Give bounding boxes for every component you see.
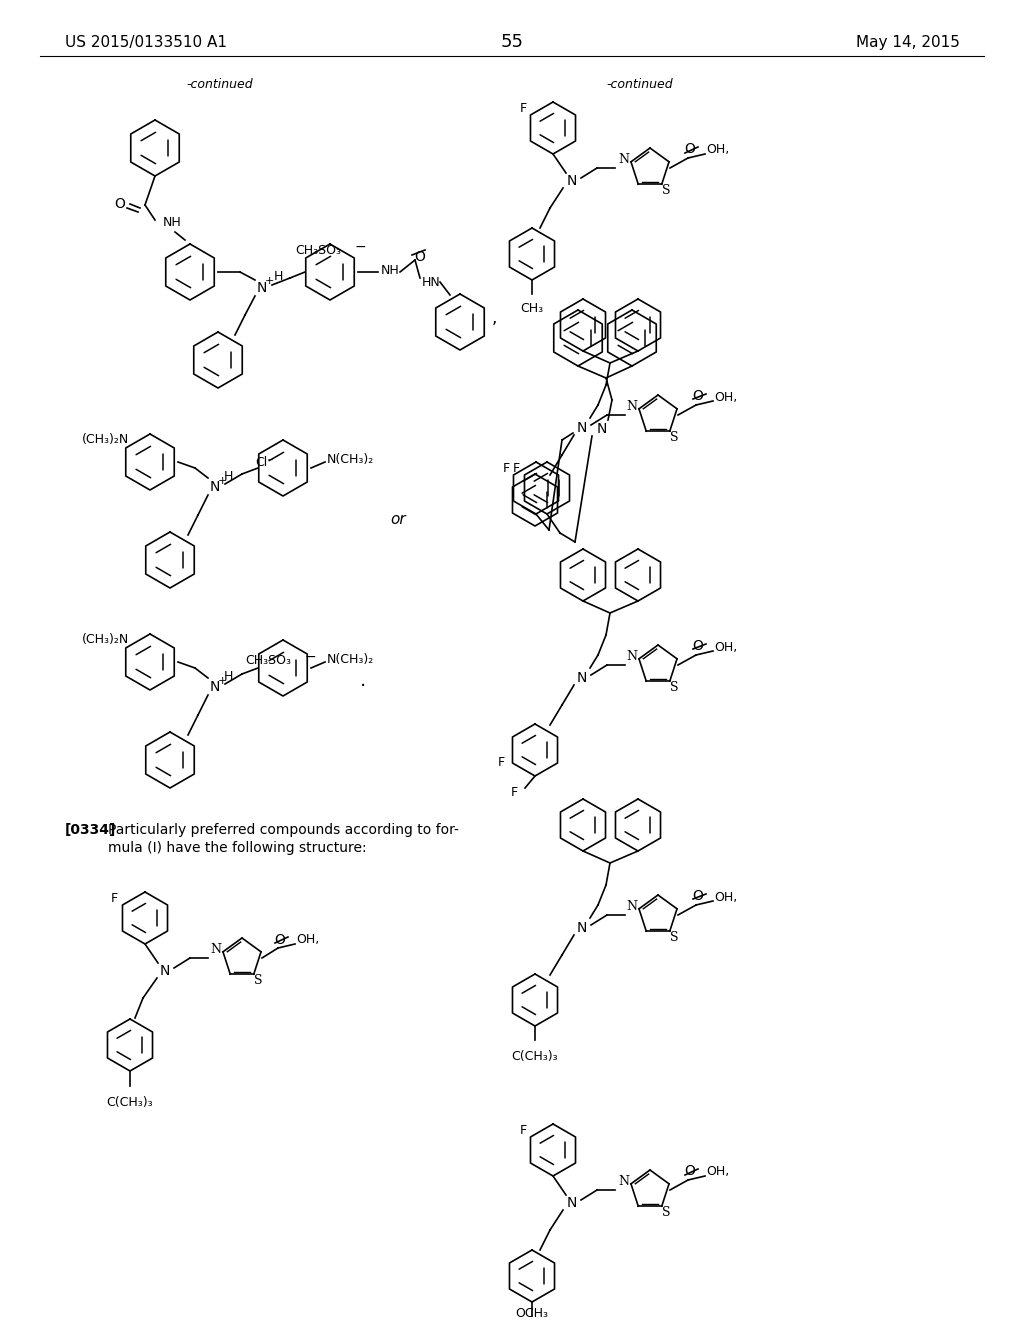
Text: S: S — [663, 1206, 671, 1220]
Text: or: or — [390, 512, 406, 528]
Text: N(CH₃)₂: N(CH₃)₂ — [327, 454, 374, 466]
Text: N: N — [567, 174, 578, 187]
Text: F: F — [520, 102, 527, 115]
Text: [0334]: [0334] — [65, 822, 117, 837]
Text: N: N — [210, 480, 220, 494]
Text: HN: HN — [422, 276, 440, 289]
Text: F: F — [520, 1123, 527, 1137]
Text: O: O — [415, 249, 425, 264]
Text: F: F — [513, 462, 520, 474]
Text: Cl⁻: Cl⁻ — [255, 455, 273, 469]
Text: H: H — [223, 669, 232, 682]
Text: H: H — [273, 269, 283, 282]
Text: O: O — [692, 389, 703, 403]
Text: CH₃: CH₃ — [520, 302, 544, 315]
Text: N: N — [577, 671, 587, 685]
Text: N: N — [257, 281, 267, 294]
Text: N: N — [577, 921, 587, 935]
Text: N(CH₃)₂: N(CH₃)₂ — [327, 653, 374, 667]
Text: O: O — [685, 143, 695, 156]
Text: N: N — [567, 1196, 578, 1210]
Text: OH,: OH, — [714, 640, 737, 653]
Text: US 2015/0133510 A1: US 2015/0133510 A1 — [65, 34, 227, 49]
Text: OH,: OH, — [714, 391, 737, 404]
Text: S: S — [670, 931, 679, 944]
Text: S: S — [670, 432, 679, 444]
Text: F: F — [111, 891, 118, 904]
Text: May 14, 2015: May 14, 2015 — [856, 34, 961, 49]
Text: N: N — [626, 400, 637, 413]
Text: -continued: -continued — [186, 78, 253, 91]
Text: (CH₃)₂N: (CH₃)₂N — [82, 433, 129, 446]
Text: O: O — [685, 1164, 695, 1177]
Text: N: N — [210, 680, 220, 694]
Text: S: S — [663, 185, 671, 197]
Text: 55: 55 — [501, 33, 523, 51]
Text: S: S — [254, 974, 263, 987]
Text: OH,: OH, — [706, 1166, 729, 1179]
Text: (CH₃)₂N: (CH₃)₂N — [82, 634, 129, 647]
Text: −: − — [355, 240, 367, 253]
Text: O: O — [692, 639, 703, 653]
Text: mula (I) have the following structure:: mula (I) have the following structure: — [108, 841, 367, 855]
Text: OCH₃: OCH₃ — [515, 1307, 549, 1320]
Text: N: N — [626, 900, 637, 913]
Text: NH: NH — [163, 215, 181, 228]
Text: S: S — [670, 681, 679, 694]
Text: N: N — [597, 422, 607, 436]
Text: F: F — [503, 462, 510, 474]
Text: C(CH₃)₃: C(CH₃)₃ — [512, 1049, 558, 1063]
Text: O: O — [115, 197, 125, 211]
Text: -continued: -continued — [606, 78, 674, 91]
Text: +: + — [217, 676, 226, 686]
Text: F: F — [511, 787, 518, 800]
Text: N: N — [617, 153, 629, 166]
Text: CH₃SO₃: CH₃SO₃ — [245, 653, 291, 667]
Text: N: N — [210, 942, 221, 956]
Text: Particularly preferred compounds according to for-: Particularly preferred compounds accordi… — [108, 822, 459, 837]
Text: OH,: OH, — [706, 144, 729, 157]
Text: +: + — [217, 477, 226, 486]
Text: C(CH₃)₃: C(CH₃)₃ — [106, 1096, 154, 1109]
Text: N: N — [626, 649, 637, 663]
Text: +: + — [264, 276, 273, 286]
Text: N: N — [160, 964, 170, 978]
Text: ,: , — [492, 309, 498, 327]
Text: O: O — [692, 888, 703, 903]
Text: OH,: OH, — [296, 933, 319, 946]
Text: CH₃SO₃: CH₃SO₃ — [295, 243, 341, 256]
Text: O: O — [274, 933, 286, 946]
Text: −: − — [305, 649, 316, 664]
Text: NH: NH — [381, 264, 399, 276]
Text: N: N — [577, 421, 587, 436]
Text: H: H — [223, 470, 232, 483]
Text: OH,: OH, — [714, 891, 737, 903]
Text: .: . — [360, 671, 367, 689]
Text: F: F — [498, 755, 505, 768]
Text: N: N — [617, 1175, 629, 1188]
